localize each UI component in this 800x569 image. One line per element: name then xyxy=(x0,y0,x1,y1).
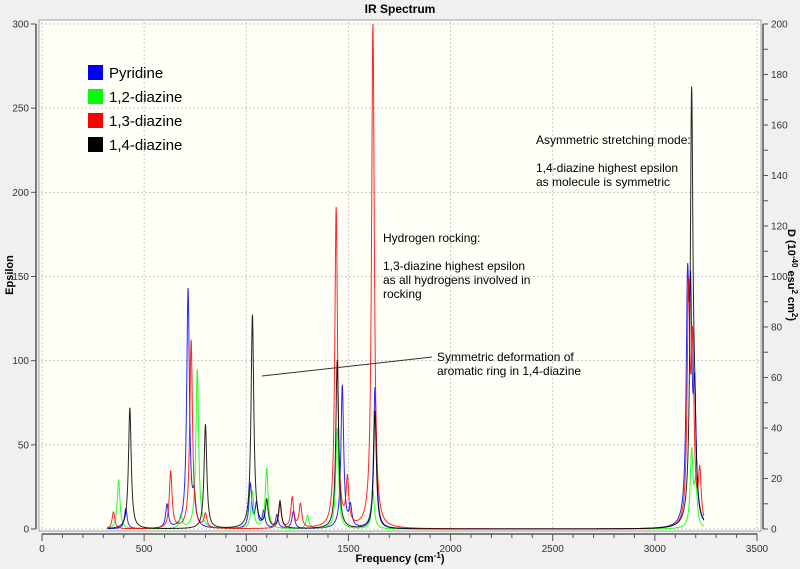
annotation-text: Symmetric deformation of xyxy=(437,350,574,364)
annotation-text: Asymmetric stretching mode: xyxy=(536,133,691,147)
y-tick-label: 200 xyxy=(12,188,29,199)
x-tick-label: 2500 xyxy=(542,544,565,555)
annotation-text: aromatic ring in 1,4-diazine xyxy=(437,364,581,378)
y-tick-label: 250 xyxy=(12,104,29,115)
legend-label: Pyridine xyxy=(109,65,163,82)
legend-item-1-2-diazine: 1,2-diazine xyxy=(88,89,182,106)
chart-title: IR Spectrum xyxy=(365,2,436,16)
plot-area xyxy=(38,19,762,532)
spectrum-series xyxy=(107,23,705,530)
legend-label: 1,4-diazine xyxy=(109,137,182,154)
y2-tick-label: 120 xyxy=(771,222,788,233)
x-tick-label: 1500 xyxy=(337,544,360,555)
legend-item-1-3-diazine: 1,3-diazine xyxy=(88,113,182,130)
legend: Pyridine 1,2-diazine 1,3-diazine 1,4-dia… xyxy=(88,65,182,154)
x-axis-title: Frequency (cm-1) xyxy=(355,551,444,565)
y-tick-label: 100 xyxy=(12,356,29,367)
annotation-text: 1,4-diazine highest epsilon xyxy=(536,161,678,175)
y2-tick-label: 140 xyxy=(771,171,788,182)
y-tick-label: 0 xyxy=(23,525,29,536)
y-tick-label: 300 xyxy=(12,20,29,31)
legend-swatch xyxy=(88,89,103,104)
legend-swatch xyxy=(88,137,103,152)
x-tick-label: 3500 xyxy=(746,544,769,555)
legend-label: 1,3-diazine xyxy=(109,113,182,130)
y2-tick-label: 20 xyxy=(771,474,783,485)
legend-swatch xyxy=(88,113,103,128)
x-tick-label: 3000 xyxy=(644,544,667,555)
annotation-text: as all hydrogens involved in xyxy=(383,273,530,287)
x-tick-label: 500 xyxy=(136,544,153,555)
annotation-text: as molecule is symmetric xyxy=(536,175,670,189)
y-axis-title: Epsilon xyxy=(4,255,16,295)
annotation-text: 1,3-diazine highest epsilon xyxy=(383,259,525,273)
y2-tick-label: 160 xyxy=(771,121,788,132)
grid-lines xyxy=(41,22,759,530)
y2-tick-label: 180 xyxy=(771,70,788,81)
series-1-4-diazine xyxy=(107,86,705,530)
legend-swatch xyxy=(88,65,103,80)
y-tick-label: 50 xyxy=(18,440,30,451)
y2-tick-label: 0 xyxy=(771,525,777,536)
annotation-leader-line xyxy=(261,356,433,377)
legend-label: 1,2-diazine xyxy=(109,89,182,106)
y-tick-label: 150 xyxy=(12,272,29,283)
annotation-text: Hydrogen rocking: xyxy=(383,231,480,245)
legend-item-pyridine: Pyridine xyxy=(88,65,163,82)
annotations: Asymmetric stretching mode: 1,4-diazine h… xyxy=(261,133,691,378)
axes: 0501001502002503000204060801001201401601… xyxy=(12,20,788,556)
y2-axis-title: D (10-40 esu2 cm2) xyxy=(785,229,799,321)
y2-tick-label: 80 xyxy=(771,323,783,334)
y2-tick-label: 200 xyxy=(771,20,788,31)
y2-tick-label: 40 xyxy=(771,424,783,435)
y2-tick-label: 60 xyxy=(771,373,783,384)
legend-item-1-4-diazine: 1,4-diazine xyxy=(88,137,182,154)
x-tick-label: 2000 xyxy=(439,544,462,555)
x-tick-label: 0 xyxy=(39,544,45,555)
x-tick-label: 1000 xyxy=(235,544,258,555)
annotation-text: rocking xyxy=(383,287,422,301)
y2-tick-label: 100 xyxy=(771,272,788,283)
